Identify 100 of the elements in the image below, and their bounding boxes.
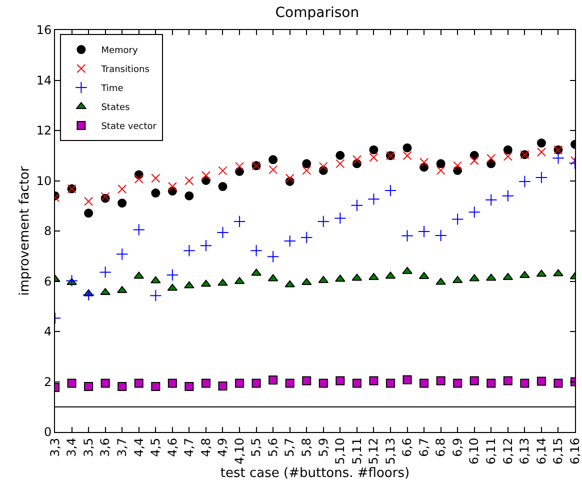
point [369,145,378,154]
point [420,158,429,167]
legend-label: Transitions [100,65,150,76]
point [334,212,346,224]
x-tick-label: 3,6 [98,438,112,457]
point [335,274,346,282]
x-tick-label: 4,4 [132,438,146,457]
point [436,159,446,168]
x-tick-label: 6,9 [450,438,464,457]
point [536,138,546,148]
point [536,376,546,386]
point [402,266,412,274]
point [285,174,294,183]
point [520,270,530,278]
point [268,165,278,174]
point [284,280,295,288]
point [118,382,127,392]
point [150,289,162,302]
point [216,226,229,239]
x-tick-label: 6,16 [568,438,582,465]
point [352,378,362,388]
point [82,288,95,301]
point [336,159,345,168]
point [453,378,462,388]
point [402,143,412,152]
x-tick-label: 5,13 [383,438,398,465]
x-tick-label: 3,5 [81,438,96,457]
x-tick-label: 6,8 [434,438,448,457]
point [118,198,127,208]
point [336,150,345,160]
point [336,376,345,386]
point [300,231,313,244]
legend-label: Time [100,84,124,94]
point [384,184,397,197]
point [318,162,328,171]
point [116,248,128,260]
point [420,378,429,388]
point [302,166,312,175]
point [486,378,496,388]
point [418,225,430,238]
point [469,274,480,282]
point [200,239,212,252]
legend-label: State vector [101,122,157,132]
x-tick-label: 5,12 [366,438,381,465]
point [485,194,498,206]
x-tick-label: 4,5 [148,438,163,457]
x-tick-label: 3,7 [115,438,129,457]
point [268,375,278,384]
point [503,152,512,161]
x-tick-label: 4,6 [165,438,180,457]
point [486,154,496,163]
legend-label: States [101,103,130,114]
point [218,382,228,391]
y-axis-title: improvement factor [17,166,32,296]
point [150,276,161,284]
point [434,229,447,242]
point [518,175,531,188]
x-tick-label: 5,7 [282,438,297,457]
x-tick-label: 6,6 [400,438,414,457]
y-tick-label: 6 [44,274,52,288]
point [386,378,395,388]
point [318,378,328,388]
point [84,208,94,218]
x-tick-label: 5,8 [300,438,314,457]
point [470,376,479,386]
point [553,269,564,276]
point [266,250,280,263]
point [350,199,364,212]
point [218,278,228,286]
x-tick-label: 4,10 [232,438,246,465]
y-tick-label: 10 [36,174,52,188]
point [168,182,177,192]
point [151,174,160,183]
y-tick-label: 0 [44,425,52,440]
point [251,268,262,276]
point [453,161,462,170]
point [100,288,110,296]
point [401,230,414,242]
point [502,190,514,202]
point [284,234,296,248]
point [520,378,530,388]
point [317,215,330,228]
point [535,171,548,184]
point [352,155,362,164]
legend-label: Memory [101,46,138,56]
x-tick-label: 5,5 [249,438,264,457]
x-tick-label: 6,12 [500,438,515,465]
point [151,188,160,198]
x-tick-label: 5,6 [266,438,280,457]
point [84,196,94,206]
y-tick-label: 2 [44,374,52,389]
point [368,272,379,280]
point [218,182,228,192]
y-tick-label: 8 [44,224,52,238]
point [436,376,446,386]
x-axis-title: test case (#buttons. #floors) [220,466,410,482]
point [302,159,312,168]
point [99,266,112,278]
x-tick-label: 6,15 [551,438,566,465]
point [134,174,144,184]
